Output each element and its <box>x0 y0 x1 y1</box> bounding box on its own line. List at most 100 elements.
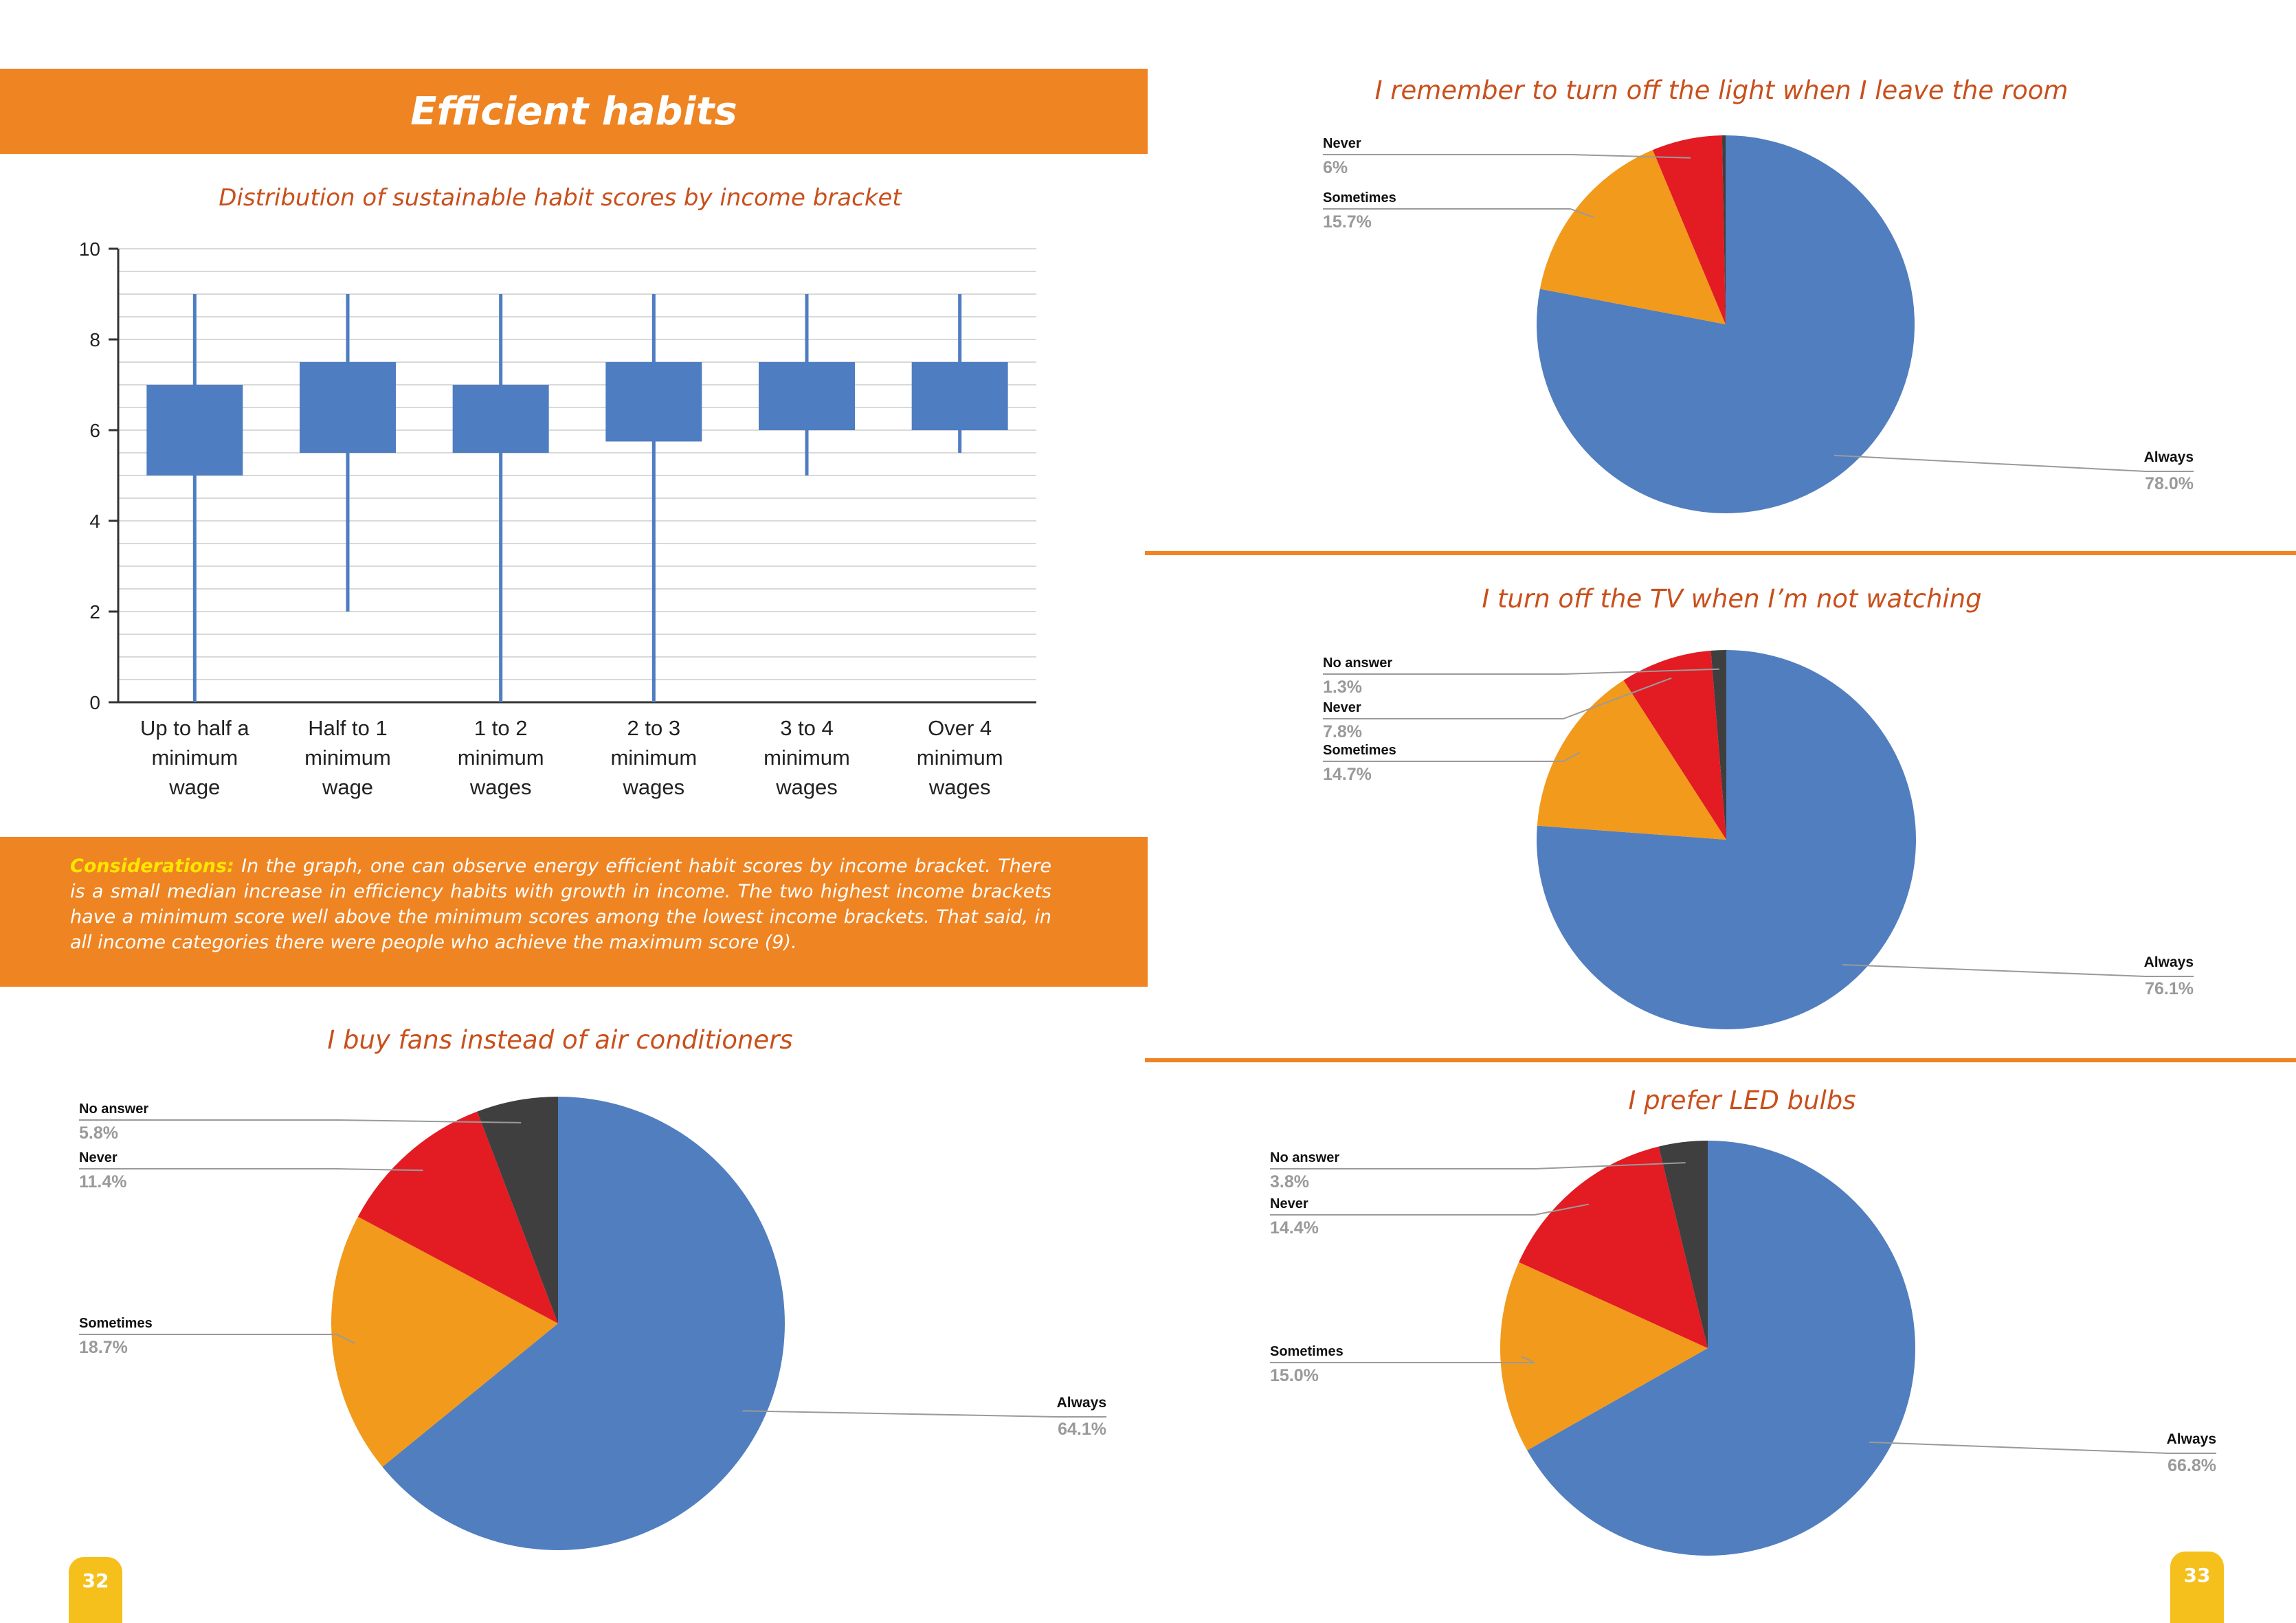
box <box>911 362 1008 430</box>
box <box>759 362 855 430</box>
slice-value: 18.7% <box>79 1338 128 1357</box>
leader-line <box>1563 677 1672 719</box>
slice-label: Never <box>1323 136 1361 151</box>
pie-tv-chart: Always 76.1% Sometimes 14.7% Never 7.8% No ans… <box>1323 650 2194 1029</box>
pie-slice <box>1623 650 1726 840</box>
slice-value: 3.8% <box>1270 1172 1309 1191</box>
x-tick-label: 1 to 2 <box>474 716 528 740</box>
x-tick-label: Half to 1 <box>308 716 387 740</box>
x-tick-label: wages <box>623 775 685 799</box>
x-tick-label: wages <box>469 775 532 799</box>
pie-led-title: I prefer LED bulbs <box>1628 1086 1856 1115</box>
slice-label: Sometimes <box>1323 743 1396 758</box>
leader-line <box>1563 752 1580 762</box>
slice-label: No answer <box>1270 1150 1339 1165</box>
y-tick-label: 6 <box>89 420 100 441</box>
leader-line <box>1869 1441 2169 1454</box>
leader-line <box>336 1334 355 1344</box>
leader-line <box>336 1168 423 1172</box>
slice-label: Sometimes <box>79 1316 153 1331</box>
leader-line <box>1534 1203 1589 1216</box>
y-tick-label: 10 <box>79 238 100 260</box>
pie-slice <box>1537 680 1726 840</box>
slice-label: Sometimes <box>1323 190 1396 205</box>
slice-value: 78.0% <box>2145 474 2194 493</box>
x-tick-label: wage <box>322 775 373 799</box>
x-tick-label: minimum <box>151 746 238 770</box>
y-tick-label: 2 <box>89 601 100 623</box>
pie-light-title: I remember to turn off the light when I … <box>1374 76 2069 105</box>
slice-value: 14.7% <box>1323 765 1372 784</box>
leader-line <box>742 1410 1059 1418</box>
considerations-label: Considerations: <box>70 855 234 877</box>
pie-slice <box>382 1097 785 1550</box>
y-tick-label: 0 <box>89 692 100 713</box>
considerations-box: Considerations: In the graph, one can ob… <box>0 837 1148 987</box>
slice-value: 66.8% <box>2167 1456 2216 1475</box>
slice-label: Always <box>1057 1395 1106 1411</box>
slice-label: Always <box>2167 1431 2216 1447</box>
page-number-left: 32 <box>69 1557 122 1623</box>
x-tick-label: 3 to 4 <box>780 716 834 740</box>
boxplot-title: Distribution of sustainable habit scores… <box>219 184 902 212</box>
slice-label: Always <box>2144 954 2194 970</box>
pie-slice <box>1519 1146 1708 1348</box>
pie-slice <box>1500 1262 1708 1451</box>
pie-slice <box>1658 1141 1708 1348</box>
considerations-body: In the graph, one can observe energy eff… <box>70 855 1051 953</box>
pie-light-chart: Always 78.0% Sometimes 15.7% Never 6% <box>1323 135 2194 513</box>
slice-value: 11.4% <box>79 1172 127 1191</box>
pie-slice <box>1721 135 1726 324</box>
box <box>146 385 243 475</box>
leader-line <box>1842 964 2146 977</box>
x-tick-label: 2 to 3 <box>627 716 681 740</box>
slice-label: Never <box>79 1150 118 1165</box>
slice-value: 5.8% <box>79 1123 118 1143</box>
x-tick-label: Over 4 <box>928 716 992 740</box>
x-tick-label: minimum <box>458 746 544 770</box>
pie-slice <box>357 1111 558 1323</box>
leader-line <box>1570 154 1691 159</box>
pie-slice <box>1652 135 1726 324</box>
leader-line <box>1834 454 2146 472</box>
x-tick-label: wages <box>775 775 838 799</box>
slice-value: 1.3% <box>1323 678 1362 697</box>
pie-slice <box>1539 150 1726 324</box>
x-tick-label: wages <box>928 775 991 799</box>
leader-line <box>1534 1162 1686 1169</box>
slice-label: No answer <box>1323 656 1392 671</box>
x-tick-label: minimum <box>764 746 850 770</box>
pie-fans-title: I buy fans instead of air conditioners <box>327 1025 793 1055</box>
slice-value: 64.1% <box>1058 1420 1106 1439</box>
x-tick-label: minimum <box>304 746 391 770</box>
considerations-text: Considerations: In the graph, one can ob… <box>70 853 1051 955</box>
box <box>300 362 396 453</box>
pie-tv-title: I turn off the TV when I’m not watching <box>1482 584 1982 614</box>
slice-value: 6% <box>1323 158 1348 177</box>
divider-2 <box>1145 1058 2296 1062</box>
divider-1 <box>1145 551 2296 555</box>
slice-value: 7.8% <box>1323 722 1362 741</box>
page-number-right: 33 <box>2170 1552 2224 1623</box>
slice-value: 76.1% <box>2145 979 2194 998</box>
slice-value: 15.7% <box>1323 212 1372 232</box>
pie-fans-chart: Always 64.1% Sometimes 18.7% Never 11.4% No an… <box>79 1097 1106 1550</box>
leader-line <box>1563 668 1719 675</box>
slice-label: Never <box>1270 1196 1308 1211</box>
slice-label: No answer <box>79 1101 148 1117</box>
pie-slice <box>477 1097 558 1323</box>
slice-label: Always <box>2144 449 2194 465</box>
x-tick-label: minimum <box>917 746 1003 770</box>
leader-line <box>336 1119 522 1123</box>
x-tick-label: minimum <box>610 746 697 770</box>
y-tick-label: 4 <box>89 511 100 532</box>
leader-line <box>1570 208 1594 218</box>
leader-line <box>1521 1356 1535 1363</box>
box <box>605 362 702 442</box>
slice-value: 14.4% <box>1270 1218 1319 1238</box>
box <box>452 385 549 453</box>
slice-value: 15.0% <box>1270 1366 1319 1385</box>
boxplot-chart: 0 2 4 6 8 10 Up to half a minimum wage Half to 1 m… <box>79 238 1036 799</box>
pie-led-chart: Always 66.8% Sometimes 15.0% Never 14.4% No an… <box>1270 1141 2216 1556</box>
pie-slice <box>1527 1141 1915 1556</box>
